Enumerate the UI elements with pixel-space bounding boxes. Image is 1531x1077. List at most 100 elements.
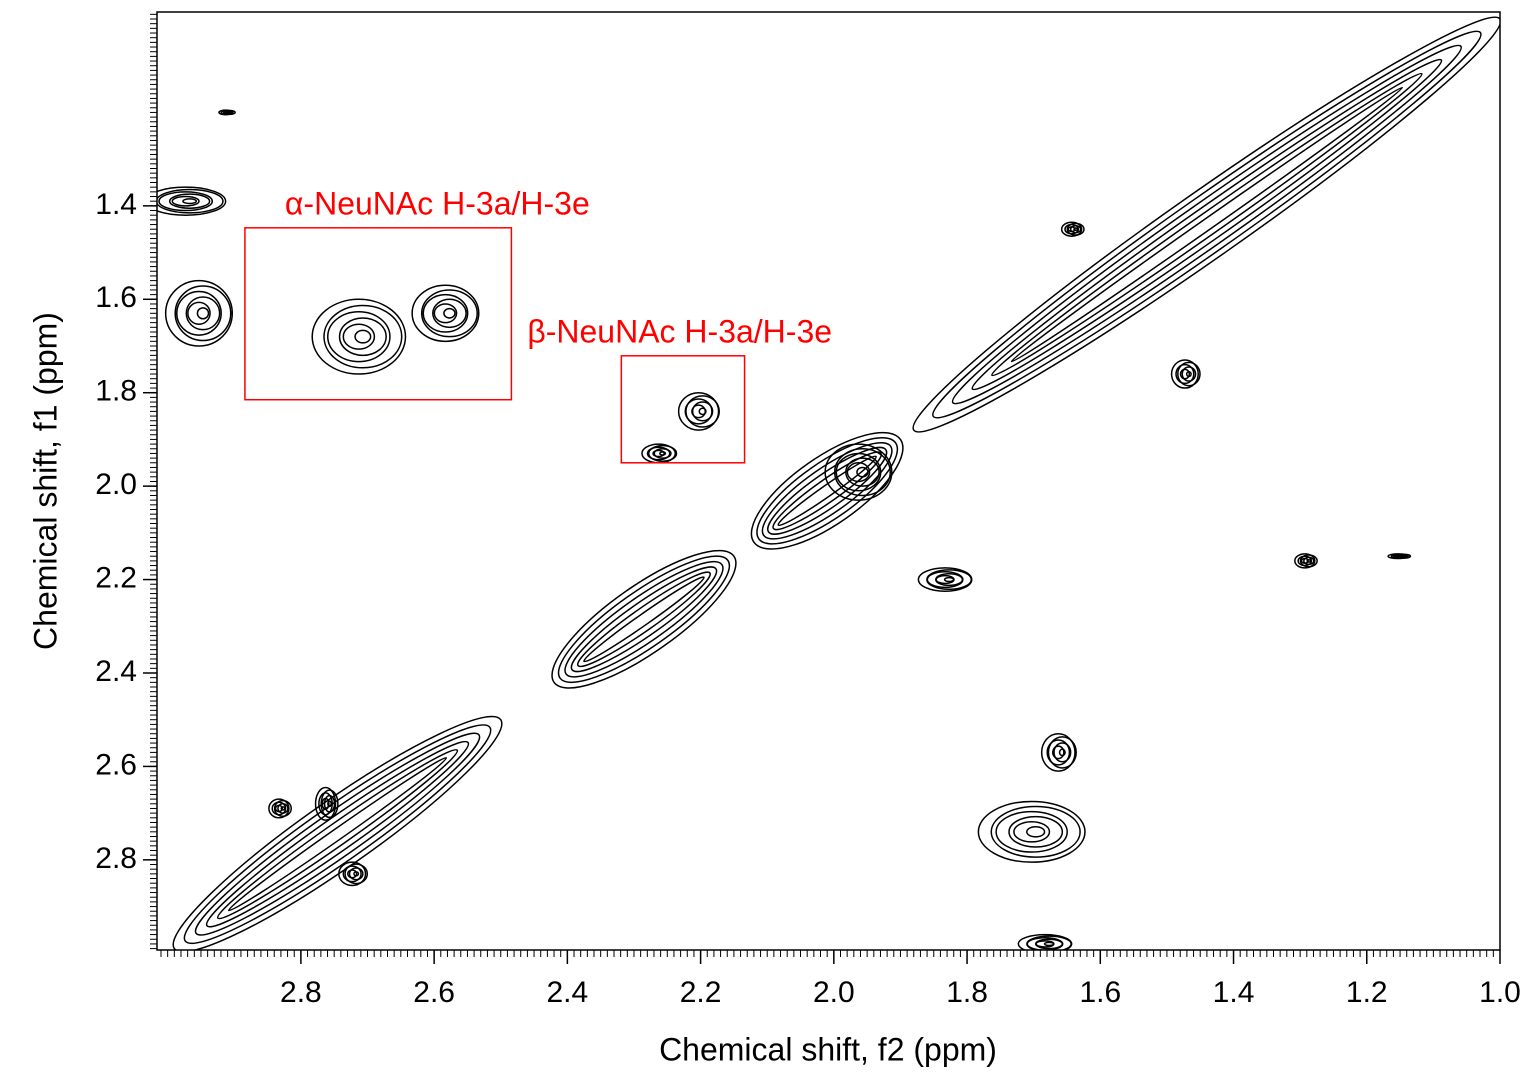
peak-contour <box>977 800 1086 863</box>
peak-contour <box>348 867 364 881</box>
y-tick-label: 2.6 <box>95 748 137 781</box>
peak-contour <box>280 806 286 811</box>
peak-contour <box>926 569 973 591</box>
peak-contour <box>856 466 869 478</box>
peak-contour <box>845 457 880 487</box>
peak-contour <box>652 449 665 458</box>
peak-contour <box>271 801 287 816</box>
y-axis-label: Chemical shift, f1 (ppm) <box>27 312 63 650</box>
peak-contour <box>311 298 407 375</box>
peak-contour <box>164 279 234 347</box>
peak-contour <box>168 193 211 209</box>
peak-contour <box>1303 556 1315 566</box>
diagonal-contour <box>564 560 724 678</box>
peak-contour <box>647 444 678 462</box>
peak-contour <box>320 789 339 819</box>
peak-contour <box>1040 732 1076 772</box>
peak-contour <box>327 310 391 363</box>
peak-contour <box>321 797 330 810</box>
peak-contour <box>187 301 211 325</box>
peak-contour <box>1306 558 1312 563</box>
peak-contour <box>1299 554 1318 568</box>
diagonal-contour <box>767 446 888 535</box>
diagonal-contour <box>750 431 904 550</box>
x-tick-label: 1.4 <box>1213 976 1255 1009</box>
x-tick-label: 1.0 <box>1479 976 1521 1009</box>
peak-contour <box>1399 555 1405 558</box>
peak-contour <box>1058 748 1066 757</box>
diagonal-contour <box>777 455 877 527</box>
diagonal-contour <box>576 571 711 668</box>
peak-contour <box>354 329 372 344</box>
peak-contour <box>443 307 456 319</box>
annotation-box <box>244 227 513 401</box>
peak-contour <box>346 869 358 879</box>
peak-contour <box>824 443 893 501</box>
peak-contour <box>1300 557 1309 564</box>
y-tick-label: 2.4 <box>95 655 137 688</box>
peak-contour <box>1185 370 1192 378</box>
peak-contour <box>196 307 210 320</box>
diagonal-contour <box>570 566 718 673</box>
peak-contour <box>691 401 714 422</box>
x-tick-label: 1.2 <box>1346 976 1388 1009</box>
annotation-text: α-NeuNAc H-3a/H-3e <box>285 185 590 221</box>
diagonal-contour <box>772 451 883 531</box>
peak-contour <box>432 298 467 329</box>
peak-contour <box>1026 826 1046 838</box>
peak-contour <box>268 798 290 819</box>
diagonal-contour <box>1010 86 1404 363</box>
x-tick-label: 2.4 <box>547 976 589 1009</box>
peak-contour <box>1066 222 1085 236</box>
y-tick-label: 1.4 <box>95 188 137 221</box>
peak-contour <box>1179 368 1191 380</box>
diagonal-contour <box>756 436 899 545</box>
peak-contour <box>1177 361 1201 387</box>
peak-contour <box>1053 742 1072 763</box>
peak-contour <box>411 284 480 343</box>
peak-contour <box>995 810 1068 853</box>
peak-contour <box>227 111 232 114</box>
peak-contour <box>176 290 222 336</box>
x-tick-label: 1.8 <box>946 976 988 1009</box>
peak-contour <box>273 799 292 817</box>
peak-contour <box>274 804 283 813</box>
diagonal-contour <box>971 58 1443 391</box>
peak-contour <box>653 448 672 459</box>
peak-contour <box>1008 815 1064 848</box>
peak-contour <box>174 285 232 342</box>
diagonal-contour <box>205 740 470 928</box>
x-tick-label: 2.8 <box>280 976 322 1009</box>
annotation-box <box>620 355 746 464</box>
peak-contour <box>1043 941 1055 947</box>
peak-contour <box>1013 820 1051 843</box>
plot-frame <box>156 11 1501 951</box>
peak-contour <box>342 323 376 350</box>
diagonal-contour <box>932 30 1482 419</box>
peak-contour <box>990 805 1081 858</box>
peak-contour <box>171 195 200 207</box>
peak-contour <box>338 861 367 887</box>
peak-contour <box>1052 745 1065 760</box>
x-axis-label: Chemical shift, f2 (ppm) <box>659 1031 997 1067</box>
x-tick-label: 2.6 <box>413 976 455 1009</box>
diagonal-contour <box>991 72 1423 377</box>
peak-contour <box>1060 221 1083 237</box>
peak-contour <box>1175 363 1195 385</box>
peak-contour <box>1181 366 1197 382</box>
peak-contour <box>1297 555 1313 567</box>
x-tick-label: 1.6 <box>1079 976 1121 1009</box>
peak-contour <box>433 303 458 324</box>
x-tick-label: 2.0 <box>813 976 855 1009</box>
peak-contour <box>835 452 882 492</box>
peak-contour <box>1390 553 1406 559</box>
peak-contour <box>323 304 403 369</box>
diagonal-contour <box>951 44 1462 405</box>
diagonal-contour <box>557 555 731 684</box>
annotation-text: β-NeuNAc H-3a/H-3e <box>527 313 832 349</box>
diagonal-contour <box>194 732 481 936</box>
peak-contour <box>182 198 198 205</box>
peak-contour <box>659 451 667 456</box>
peak-contour <box>1170 359 1199 389</box>
